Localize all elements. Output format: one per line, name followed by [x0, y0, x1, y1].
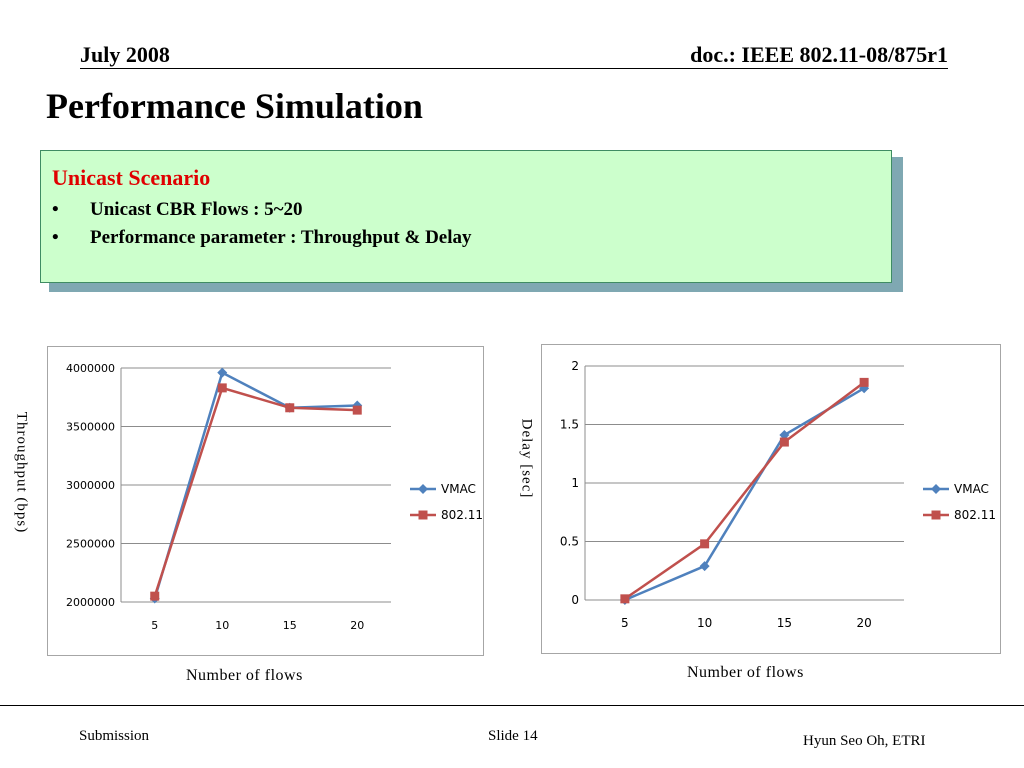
bullet: • [52, 199, 59, 220]
throughput-point [285, 403, 295, 413]
delay-xlabel: Number of flows [687, 664, 804, 681]
throughput-series-line [153, 386, 358, 597]
throughput-ytick-label: 2500000 [66, 538, 115, 551]
throughput-chart: 4000000 3500000 3000000 2500000 2000000 5 10 15… [47, 346, 484, 656]
delay-xtick-label: 10 [697, 616, 712, 630]
throughput-point [217, 383, 227, 393]
delay-ytick-label: 0.5 [560, 535, 579, 549]
throughput-legend-marker [418, 484, 428, 494]
delay-point [699, 561, 710, 572]
throughput-xtick-label: 5 [151, 619, 158, 632]
delay-xtick-label: 15 [777, 616, 792, 630]
delay-legend-label: 802.11 [954, 508, 996, 522]
scenario-item-text: Unicast CBR Flows : 5~20 [90, 199, 303, 220]
bullet: • [52, 227, 59, 248]
throughput-point [150, 591, 160, 601]
scenario-item: • Unicast CBR Flows : 5~20 [52, 199, 303, 221]
throughput-series-line [153, 370, 358, 599]
throughput-point [352, 400, 363, 411]
throughput-ytick-label: 3500000 [66, 421, 115, 434]
footer-slide-number: Slide 14 [488, 728, 538, 744]
scenario-item-text: Performance parameter : Throughput & Del… [90, 227, 472, 248]
delay-legend-marker [931, 510, 941, 520]
throughput-legend-marker [418, 510, 428, 520]
delay-point [859, 377, 869, 387]
delay-ytick-label: 2 [571, 359, 579, 373]
delay-xtick-label: 20 [856, 616, 871, 630]
delay-chart-svg: 2 1.5 1 0.5 0 5 10 15 20 VMAC 802.11 [560, 359, 996, 630]
throughput-ytick-label: 2000000 [66, 596, 115, 609]
throughput-xlabel: Number of flows [186, 667, 303, 684]
throughput-point [352, 405, 362, 415]
header-divider [80, 68, 948, 69]
footer-submission: Submission [79, 728, 150, 744]
delay-ytick-label: 1.5 [560, 418, 579, 432]
delay-ytick-label: 0 [571, 593, 579, 607]
delay-xtick-label: 5 [621, 616, 629, 630]
header-doc-id: doc.: IEEE 802.11-08/875r1 [690, 42, 948, 67]
slide-title: Performance Simulation [46, 86, 423, 126]
delay-point [700, 539, 710, 549]
throughput-xtick-label: 10 [215, 619, 229, 632]
throughput-legend-label: VMAC [441, 482, 476, 496]
scenario-item: • Performance parameter : Throughput & De… [52, 227, 472, 249]
delay-point [779, 430, 790, 441]
delay-point [779, 437, 789, 447]
delay-ylabel: Delay [sec] [518, 418, 535, 499]
scenario-box: Unicast Scenario • Unicast CBR Flows : 5~… [40, 150, 892, 283]
delay-legend-marker [931, 484, 941, 494]
footer-author: Hyun Seo Oh, ETRI [803, 733, 926, 749]
throughput-ytick-label: 3000000 [66, 479, 115, 492]
throughput-chart-svg: 4000000 3500000 3000000 2500000 2000000 5 10 15… [66, 362, 483, 632]
throughput-ylabel: Throughput (bps) [13, 411, 30, 534]
throughput-point [217, 367, 228, 378]
throughput-xtick-label: 20 [350, 619, 364, 632]
throughput-xtick-label: 15 [283, 619, 297, 632]
delay-ytick-label: 1 [571, 476, 579, 490]
scenario-title: Unicast Scenario [52, 165, 211, 190]
throughput-legend-label: 802.11 [441, 508, 483, 522]
footer-divider [0, 705, 1024, 706]
delay-legend-label: VMAC [954, 482, 989, 496]
header-date: July 2008 [80, 42, 170, 67]
throughput-ytick-label: 4000000 [66, 362, 115, 375]
delay-chart: 2 1.5 1 0.5 0 5 10 15 20 VMAC 802.11 [541, 344, 1001, 654]
delay-point [620, 594, 630, 604]
delay-series-line [624, 381, 865, 600]
